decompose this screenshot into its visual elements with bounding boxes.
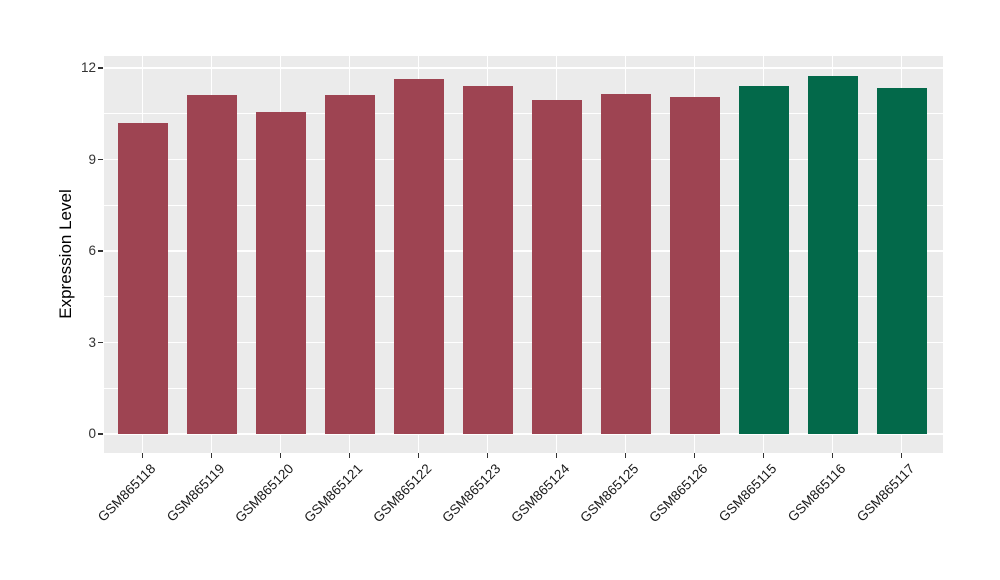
y-tick-mark-0: [98, 433, 103, 435]
bar-GSM865116: [807, 75, 858, 434]
y-tick-mark-6: [98, 250, 103, 252]
y-tick-label-6: 6: [88, 243, 96, 258]
minor-gridline-y-1.5: [104, 387, 943, 389]
y-tick-label-3: 3: [88, 334, 96, 350]
y-tick-mark-12: [98, 67, 103, 69]
bar-GSM865124: [531, 100, 582, 434]
plot-panel: [104, 56, 943, 453]
minor-gridline-y-10.5: [104, 113, 943, 115]
x-tick-label-GSM865115: GSM865115: [715, 461, 780, 525]
y-tick-mark-3: [98, 341, 103, 344]
major-gridline-y-0: [104, 433, 943, 435]
x-tick-label-GSM865125: GSM865125: [576, 461, 642, 526]
x-tick-label-GSM865121: GSM865121: [300, 461, 366, 526]
x-tick-label-GSM865120: GSM865120: [231, 461, 297, 526]
bar-GSM865123: [462, 86, 513, 434]
x-tick-mark-GSM865123: [486, 453, 489, 458]
minor-gridline-y-4.5: [104, 296, 943, 298]
x-tick-mark-GSM865119: [210, 453, 213, 458]
y-tick-label-12: 12: [80, 60, 96, 75]
x-tick-label-GSM865126: GSM865126: [645, 461, 711, 526]
x-tick-mark-GSM865126: [693, 453, 696, 458]
x-tick-mark-GSM865122: [417, 453, 420, 458]
major-gridline-y-12: [104, 67, 943, 69]
x-tick-mark-GSM865117: [900, 453, 903, 458]
x-tick-mark-GSM865115: [762, 453, 765, 458]
x-tick-mark-GSM865120: [279, 453, 282, 458]
x-tick-label-GSM865123: GSM865123: [438, 461, 504, 526]
bar-GSM865119: [186, 95, 237, 434]
y-tick-label-9: 9: [88, 151, 96, 167]
bar-GSM865122: [393, 78, 444, 434]
bar-GSM865117: [876, 87, 927, 434]
bar-GSM865126: [669, 96, 720, 434]
minor-gridline-y-7.5: [104, 204, 943, 206]
bar-GSM865120: [255, 112, 306, 434]
y-tick-mark-9: [98, 158, 103, 161]
y-tick-label-0: 0: [88, 426, 96, 441]
bar-GSM865121: [324, 95, 375, 434]
y-axis-title: Expression Level: [56, 189, 75, 319]
x-tick-label-GSM865118: GSM865118: [94, 461, 159, 525]
x-tick-mark-GSM865121: [348, 453, 351, 458]
x-tick-label-GSM865116: GSM865116: [784, 461, 849, 525]
x-tick-mark-GSM865124: [555, 453, 558, 458]
major-gridline-y-6: [104, 250, 943, 252]
x-tick-label-GSM865122: GSM865122: [369, 461, 435, 526]
bar-GSM865115: [738, 86, 789, 434]
major-gridline-y-3: [104, 341, 943, 344]
bar-GSM865118: [117, 122, 168, 434]
x-tick-label-GSM865119: GSM865119: [163, 461, 228, 525]
x-tick-mark-GSM865116: [831, 453, 834, 458]
bar-GSM865125: [600, 93, 651, 434]
x-tick-mark-GSM865125: [624, 453, 627, 458]
x-tick-mark-GSM865118: [141, 453, 144, 458]
x-tick-label-GSM865124: GSM865124: [507, 461, 573, 526]
major-gridline-y-9: [104, 158, 943, 161]
x-tick-label-GSM865117: GSM865117: [853, 461, 918, 525]
